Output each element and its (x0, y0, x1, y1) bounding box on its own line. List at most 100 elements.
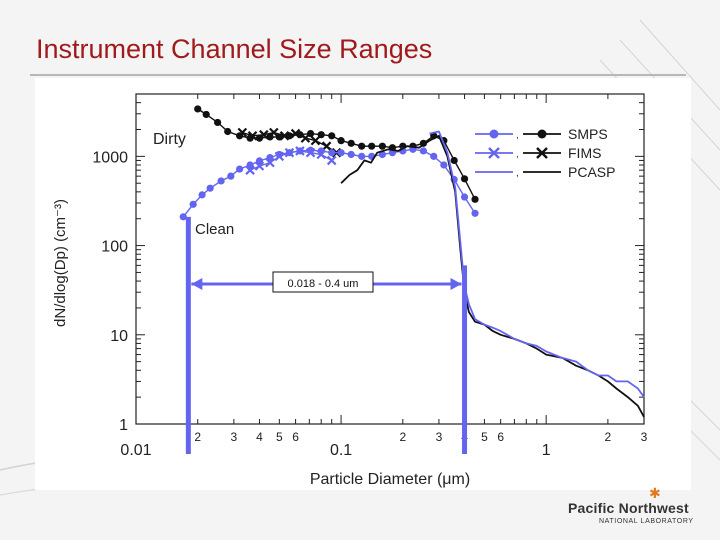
x-minor-tick-label: 5 (481, 430, 488, 444)
annotation-clean: Clean (195, 221, 234, 238)
series-5 (429, 130, 645, 398)
x-tick-label: 1 (542, 442, 551, 459)
x-axis-label: Particle Diameter (μm) (310, 471, 470, 488)
data-point (378, 150, 386, 159)
data-point (269, 127, 279, 138)
data-point (284, 147, 295, 158)
series-0 (194, 105, 479, 203)
data-point (224, 127, 232, 136)
legend-separator: , (516, 130, 519, 141)
x-minor-tick-label: 3 (231, 430, 238, 444)
data-point (328, 149, 336, 157)
x-tick-label: 0.01 (120, 442, 151, 459)
data-point (305, 147, 316, 158)
data-point (179, 213, 187, 221)
data-point (300, 133, 311, 143)
legend-label: SMPS (568, 126, 608, 142)
data-point (328, 132, 336, 140)
data-point (290, 128, 301, 139)
data-point (202, 110, 210, 119)
data-point (347, 139, 355, 147)
y-tick-label: 1 (119, 417, 128, 434)
data-point (279, 131, 290, 141)
legend-entry: , PCASP (475, 164, 615, 180)
range-arrow-left-head (191, 278, 203, 290)
series-line (197, 108, 476, 200)
x-minor-tick-label: 2 (399, 430, 406, 444)
data-point (337, 149, 345, 157)
data-point (337, 137, 345, 145)
data-point (471, 209, 479, 217)
legend-marker (488, 147, 500, 159)
data-point (254, 161, 265, 171)
y-tick-label: 10 (110, 328, 128, 345)
data-point (316, 149, 326, 160)
data-point (245, 165, 255, 175)
data-point (347, 150, 355, 159)
range-label: 0.018 - 0.4 um (288, 278, 359, 290)
data-point (471, 195, 479, 203)
data-point (274, 151, 285, 162)
logo-subtitle: NATIONAL LABORATORY (599, 518, 694, 525)
series-1 (237, 127, 342, 158)
legend-separator: , (516, 168, 519, 179)
data-point (217, 177, 225, 185)
data-point (368, 142, 376, 150)
data-point (440, 161, 448, 169)
data-point (198, 191, 206, 199)
data-point (378, 142, 386, 150)
data-point (430, 152, 438, 160)
data-point (317, 131, 325, 139)
data-point (419, 147, 427, 155)
x-minor-tick-label: 2 (194, 430, 201, 444)
series-3 (245, 146, 337, 175)
data-point (450, 156, 458, 165)
data-point (310, 135, 321, 146)
data-point (247, 131, 258, 141)
legend-marker (489, 129, 499, 139)
legend-marker (536, 147, 548, 159)
data-point (358, 152, 366, 160)
page-title: Instrument Channel Size Ranges (36, 34, 433, 64)
legend: , SMPS, FIMS, PCASP (475, 126, 615, 180)
x-minor-tick-label: 3 (641, 430, 648, 444)
range-label-box (272, 271, 374, 293)
size-distribution-chart: 0.010.112345623456231101001000 Dirty Cle… (35, 78, 691, 490)
data-point (295, 146, 305, 156)
series-line (429, 130, 645, 398)
title-divider (30, 74, 686, 76)
x-minor-tick-label: 2 (605, 430, 612, 444)
pnnl-logo: ✱ Pacific Northwest NATIONAL LABORATORY (566, 485, 720, 540)
data-point (194, 105, 202, 113)
data-point (246, 161, 254, 169)
data-point (460, 193, 469, 201)
data-point (265, 157, 275, 168)
x-tick-label: 0.1 (330, 442, 352, 459)
x-minor-tick-label: 3 (436, 430, 443, 444)
data-point (235, 165, 244, 173)
x-minor-tick-label: 5 (276, 430, 283, 444)
x-minor-tick-label: 6 (497, 430, 504, 444)
legend-label: FIMS (568, 145, 601, 161)
y-tick-label: 100 (101, 239, 128, 256)
legend-marker (537, 129, 547, 139)
y-axis-label: dN/dlog(Dp) (cm⁻³) (52, 199, 69, 327)
logo-star-icon: ✱ (649, 485, 661, 501)
y-tick-label: 1000 (92, 149, 128, 166)
legend-entry: , SMPS (475, 126, 608, 142)
x-minor-tick-label: 6 (292, 430, 299, 444)
data-point (326, 155, 337, 166)
legend-label: PCASP (568, 164, 615, 180)
range-arrow-right-head (450, 278, 462, 290)
series-line (242, 131, 337, 154)
legend-entry: , FIMS (475, 145, 601, 161)
data-point (460, 175, 469, 183)
data-point (259, 129, 269, 140)
legend-separator: , (516, 149, 519, 160)
data-point (237, 127, 248, 138)
logo-name: Pacific Northwest (568, 500, 689, 516)
data-point (227, 172, 235, 180)
data-point (214, 118, 222, 127)
x-minor-tick-label: 4 (256, 430, 263, 444)
data-point (358, 142, 366, 150)
